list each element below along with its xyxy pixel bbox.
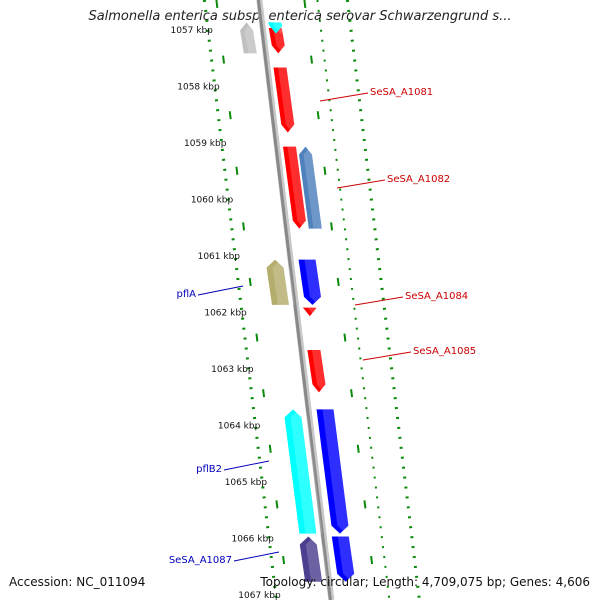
gene-feature [298,259,321,305]
gene-label: SeSA_A1085 [413,346,476,357]
gene-highlight [244,22,262,54]
gene-feature [302,307,317,317]
gene-feature [331,536,355,582]
gene-highlight [272,22,287,34]
gene-highlight [287,146,311,229]
kbp-tick-label: 1058 kbp [177,83,220,93]
gene-highlight [311,350,331,393]
leader-line [336,179,386,189]
leader-line [223,460,270,471]
kbp-tick-label: 1057 kbp [170,26,213,36]
kbp-tick-label: 1061 kbp [198,252,241,262]
gene-highlight [305,536,329,582]
leader-line [354,296,404,306]
gene-highlight [273,28,290,54]
gene-feature [298,146,322,229]
gene-highlight [290,409,323,534]
gene-label: SeSA_A1081 [370,87,433,98]
kbp-tick-label: 1065 kbp [225,478,268,488]
gene-label: pflA [177,289,197,300]
outer-left-dotted-ring [202,0,278,600]
gene-feature [299,536,323,582]
gene-feature [240,22,257,54]
gene-feature [266,259,289,305]
gene-feature [268,28,285,54]
kbp-tick-label: 1059 kbp [184,139,227,149]
gene-label: SeSA_A1084 [405,291,468,302]
ring-ticks [202,0,421,600]
gene-label: SeSA_A1087 [169,555,232,566]
gene-feature [273,67,295,133]
kbp-tick-label: 1066 kbp [231,535,274,545]
gene-highlight [278,67,299,133]
leader-line [197,285,244,296]
inner-right-dotted-ring [316,0,391,600]
gene-feature [316,409,349,534]
gene-feature [284,409,317,534]
kbp-tick-label: 1060 kbp [191,196,234,206]
kbp-tick-label: 1067 kbp [238,591,281,600]
leader-line [233,551,280,562]
leader-line [319,92,369,102]
gene-highlight [272,259,295,305]
topology-text: Topology: circular; Length: 4,709,075 bp… [260,575,590,589]
kbp-tick-label: 1064 kbp [218,422,261,432]
gene-feature [307,350,326,393]
outer-right-dotted-ring [345,0,421,600]
gene-features [240,22,361,582]
position-labels: 1057 kbp 1058 kbp 1059 kbp 1060 kbp 1061 kbp… [170,26,280,600]
accession-text: Accession: NC_011094 [9,575,146,589]
gene-highlight [322,409,355,534]
backbone-line [256,0,332,600]
gene-highlight [337,536,361,582]
gene-feature [282,146,306,229]
gene-highlight [304,259,327,305]
gene-feature [268,22,283,34]
gene-highlight [306,307,321,317]
gene-labels: SeSA_A1081 SeSA_A1082 SeSA_A1084 SeSA_A1085… [169,87,476,566]
leader-line [362,351,412,361]
map-title: Salmonella enterica subsp. enterica sero… [88,9,512,24]
gene-highlight [303,146,327,229]
kbp-tick-label: 1063 kbp [211,365,254,375]
backbone [256,0,335,600]
kbp-tick-label: 1062 kbp [204,309,247,319]
gene-label: pflB2 [196,464,222,475]
gene-label: SeSA_A1082 [387,174,450,185]
